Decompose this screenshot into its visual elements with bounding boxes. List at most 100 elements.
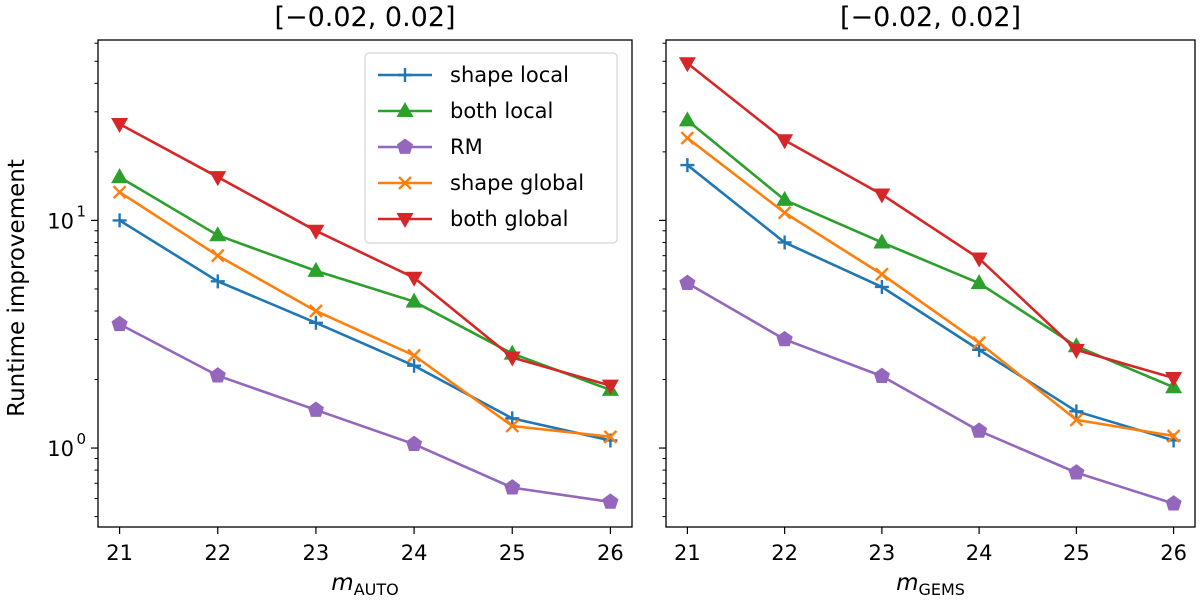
- legend-label: RM: [450, 135, 483, 159]
- data-point: [971, 422, 988, 438]
- data-point: [505, 411, 520, 426]
- panel-title: [−0.02, 0.02]: [840, 2, 1021, 33]
- legend-marker: [398, 68, 412, 82]
- plot-frame: [665, 39, 1196, 528]
- x-tick-label: 22: [771, 541, 798, 565]
- data-point: [972, 342, 987, 357]
- series-RM: [111, 315, 619, 509]
- data-point: [875, 267, 889, 282]
- legend-entry: RM: [378, 135, 483, 159]
- x-tick-label: 26: [597, 541, 624, 565]
- data-point: [209, 226, 227, 242]
- data-point: [776, 330, 793, 347]
- x-axis-title: mAUTO: [331, 570, 398, 599]
- series-line: [118, 191, 611, 439]
- data-point: [505, 419, 520, 433]
- data-point: [111, 168, 129, 184]
- series-line: [686, 137, 1174, 438]
- data-point: [111, 118, 129, 134]
- data-point: [1166, 429, 1181, 443]
- y-tick-label-exponent: 1: [76, 202, 86, 220]
- data-point: [1069, 404, 1084, 419]
- series-both-local: [678, 111, 1183, 394]
- data-point: [970, 274, 988, 290]
- y-axis-title-text: Runtime improvement: [4, 159, 30, 417]
- data-point: [405, 292, 423, 308]
- legend-entry: shape local: [378, 63, 569, 87]
- data-point: [111, 315, 128, 332]
- data-point: [308, 315, 323, 330]
- data-point: [407, 358, 422, 373]
- x-tick-label: 24: [401, 541, 428, 565]
- data-point: [209, 171, 227, 187]
- legend: shape local both local RM shape global both …: [364, 52, 618, 244]
- series-both-local: [111, 168, 619, 396]
- data-point: [873, 233, 891, 249]
- data-point: [112, 185, 127, 200]
- legend-entry: shape global: [378, 171, 584, 195]
- right-panel: [−0.02, 0.02] 21 22 23 24 25 26 mGEMS: [659, 2, 1196, 599]
- x-axis-title-subscript: AUTO: [354, 580, 399, 599]
- data-point: [678, 111, 696, 127]
- x-tick-label: 21: [674, 541, 701, 565]
- data-point: [678, 57, 696, 73]
- data-point: [1067, 343, 1085, 359]
- data-point: [405, 271, 423, 287]
- x-tick-label: 26: [1160, 541, 1187, 565]
- legend-marker: [396, 102, 414, 117]
- x-axis-title: mGEMS: [896, 570, 965, 599]
- legend-label: shape global: [450, 171, 584, 195]
- data-point: [406, 435, 423, 452]
- data-point: [972, 335, 986, 350]
- x-tick-label: 23: [869, 541, 896, 565]
- data-point: [873, 367, 890, 383]
- series-shape-local: [112, 213, 618, 448]
- data-point: [680, 158, 695, 173]
- x-tick-label: 25: [499, 541, 526, 565]
- series-line: [686, 282, 1175, 505]
- y-tick-label-base: 10: [47, 209, 74, 233]
- x-axis-title-main: m: [896, 570, 918, 596]
- data-point: [210, 248, 225, 263]
- legend-entry: both local: [378, 99, 553, 123]
- x-axis-title-subscript: GEMS: [918, 580, 964, 599]
- data-point: [603, 429, 618, 444]
- data-point: [307, 261, 325, 277]
- legend-marker: [398, 176, 412, 190]
- series-line: [686, 119, 1175, 389]
- x-tick-label: 22: [204, 541, 231, 565]
- series-line: [118, 122, 611, 387]
- data-point: [1068, 464, 1085, 480]
- data-point: [873, 188, 891, 204]
- series-line: [118, 175, 611, 392]
- x-tick-label: 24: [966, 541, 993, 565]
- series-line: [118, 323, 611, 504]
- data-point: [307, 224, 325, 240]
- legend-label: both global: [450, 207, 568, 231]
- y-tick-label-base: 10: [47, 437, 74, 461]
- data-point: [112, 213, 127, 228]
- x-tick-label: 23: [303, 541, 330, 565]
- data-point: [1069, 413, 1084, 427]
- y-tick-label-exponent: 0: [76, 430, 86, 448]
- data-point: [309, 304, 323, 318]
- panel-title: [−0.02, 0.02]: [274, 2, 455, 33]
- plot-frame: [97, 39, 633, 528]
- data-point: [776, 134, 794, 150]
- series-shape-local: [680, 158, 1181, 448]
- data-point: [874, 279, 889, 294]
- data-point: [407, 348, 421, 363]
- x-tick-label: 25: [1063, 541, 1090, 565]
- data-point: [601, 379, 619, 395]
- data-point: [210, 274, 225, 289]
- legend-label: both local: [450, 99, 553, 123]
- data-point: [679, 274, 696, 291]
- legend-label: shape local: [450, 63, 569, 87]
- y-axis-title: Runtime improvement: [4, 159, 30, 417]
- data-point: [776, 190, 794, 206]
- data-point: [777, 235, 792, 250]
- legend-marker: [396, 213, 414, 228]
- x-axis-title-main: m: [331, 570, 353, 596]
